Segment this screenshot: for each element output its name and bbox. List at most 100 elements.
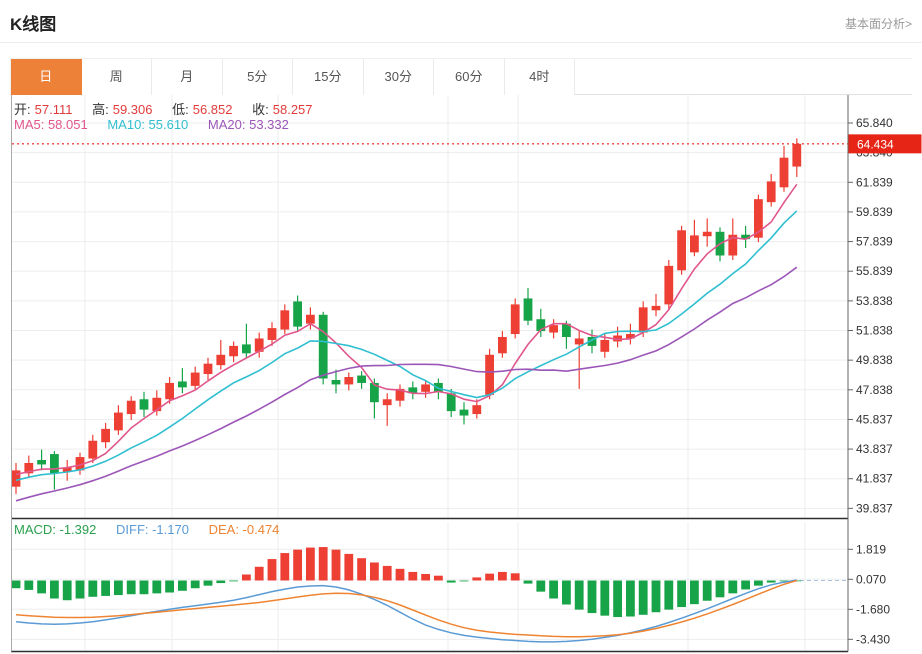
candle-body [370,382,379,403]
tab-4hour[interactable]: 4时 [504,59,575,95]
macd-bar [472,577,482,581]
macd-bar [510,573,520,581]
candle-body [203,363,213,375]
candle-body [395,388,405,401]
axis-label: 0.070 [856,572,886,586]
candle-body [562,323,571,338]
macd-bar [613,580,622,618]
diff-value: DIFF: -1.170 [116,522,189,537]
candle-body [766,181,776,203]
candle-body [75,457,85,471]
tab-30min[interactable]: 30分 [363,59,434,95]
candle-body [651,305,661,311]
macd-bar [165,580,174,593]
macd-bar [523,580,533,584]
macd-bar [62,580,72,601]
macd-bar [88,580,98,597]
candle-body [88,440,98,459]
candle-body [702,231,712,237]
header-divider [0,42,922,43]
macd-bar [11,580,21,589]
macd-bar [715,580,725,598]
ohlc-legend: 开: 57.111 高: 59.306 低: 56.852 收: 58.257 [14,99,329,118]
macd-bar [139,580,149,595]
tab-week[interactable]: 周 [81,59,152,95]
macd-legend: MACD: -1.392 DIFF: -1.170 DEA: -0.474 [14,522,295,537]
tab-15min[interactable]: 15分 [293,59,364,95]
macd-bar [306,547,315,581]
macd-value: MACD: -1.392 [14,522,97,537]
candle-body [267,328,277,340]
macd-bar [728,580,738,594]
ma20-legend: MA20: 53.332 [207,117,289,132]
macd-bar [382,565,392,581]
macd-bar [24,580,34,590]
candle-body [50,454,59,474]
current-price-tag-label: 64.434 [857,137,894,151]
candle-body [664,265,674,305]
candle-body [306,314,315,324]
macd-bar [446,580,456,583]
axis-label: 47.838 [856,383,893,397]
candle-body [446,393,456,412]
dea-value: DEA: -0.474 [208,522,280,537]
macd-bar [702,580,712,601]
axis-label: -1.680 [856,602,890,616]
axis-label: 51.838 [856,324,893,338]
macd-bar [498,571,507,581]
candle-body [779,157,789,188]
close-value: 58.257 [272,102,313,117]
macd-bar [203,580,213,586]
macd-bar [664,580,674,610]
candle-body [254,338,264,352]
open-label: 开: [14,102,31,117]
axis-label: -3.430 [856,632,890,646]
macd-bar [574,580,584,610]
fundamental-analysis-link[interactable]: 基本面分析> [844,17,912,31]
axis-label: 55.839 [856,264,893,278]
macd-bar [75,580,85,599]
candle-body [587,337,597,346]
tab-day[interactable]: 日 [11,59,82,95]
tab-month[interactable]: 月 [152,59,223,95]
macd-bar [254,566,264,581]
macd-bar [459,580,469,582]
candle-body [280,310,290,330]
current-price-tag [848,134,922,154]
low-label: 低: [172,102,189,117]
tab-60min[interactable]: 60分 [434,59,505,95]
ma-legend: MA5: 58.051 MA10: 55.610 MA20: 53.332 [14,117,305,132]
candle-body [165,382,174,400]
period-tabstrip: 日 周 月 5分 15分 30分 60分 4时 [10,58,912,95]
candle-body [408,387,418,394]
tab-5min[interactable]: 5分 [222,59,293,95]
macd-bar [651,580,661,613]
macd-bar [421,573,430,581]
macd-bar [37,580,46,594]
candle-body [421,384,430,392]
ma10-legend: MA10: 55.610 [107,117,189,132]
candle-body [242,344,251,354]
candle-body [472,405,482,415]
axis-label: 61.839 [856,175,893,189]
macd-bar [178,580,187,591]
macd-bar [229,580,238,582]
candle-body [318,314,328,379]
axis-label: 65.840 [856,116,893,130]
axis-label: 53.838 [856,294,893,308]
candle-body [114,412,123,431]
macd-bar [50,580,59,599]
axis-label: 41.837 [856,472,893,486]
axis-label: 57.839 [856,235,893,249]
candle-body [152,397,162,412]
candle-body [741,234,750,240]
macd-bar [766,580,776,583]
ma20-line [15,266,798,502]
candle-body [24,462,34,474]
macd-bar [434,575,443,581]
candle-body [613,335,622,342]
macd-bar [485,573,494,581]
candle-body [549,325,558,333]
